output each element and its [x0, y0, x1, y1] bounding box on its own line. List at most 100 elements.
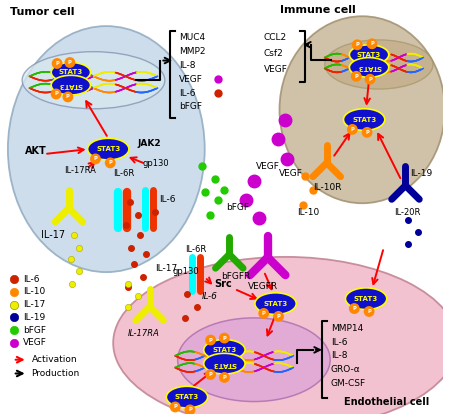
Ellipse shape [255, 293, 296, 314]
Text: IL-17: IL-17 [22, 300, 45, 309]
Text: Immune cell: Immune cell [280, 5, 356, 15]
Circle shape [105, 158, 116, 168]
Text: IL-6: IL-6 [331, 337, 347, 347]
Text: P: P [68, 60, 72, 65]
Text: P: P [354, 74, 358, 79]
Text: STAT3: STAT3 [352, 117, 376, 123]
Text: bFGFR: bFGFR [221, 272, 251, 281]
Circle shape [352, 39, 363, 50]
Text: IL-17: IL-17 [156, 264, 178, 273]
Text: P: P [370, 41, 374, 46]
Ellipse shape [204, 339, 245, 360]
Text: IL-6R: IL-6R [113, 169, 135, 178]
Circle shape [184, 404, 195, 415]
Text: STAT3: STAT3 [59, 69, 83, 75]
Text: Csf2: Csf2 [264, 49, 284, 58]
Text: IL-6: IL-6 [22, 274, 39, 284]
Circle shape [367, 38, 378, 49]
Text: JAK2: JAK2 [138, 139, 162, 148]
Text: VEGF: VEGF [264, 65, 288, 74]
Text: P: P [356, 42, 359, 47]
Text: STAT3: STAT3 [354, 296, 378, 302]
Text: gp130: gp130 [172, 267, 199, 276]
Text: P: P [222, 375, 226, 380]
Ellipse shape [325, 40, 433, 89]
Text: Src: Src [215, 279, 232, 289]
Circle shape [205, 334, 216, 345]
Text: STAT3: STAT3 [263, 301, 288, 306]
Circle shape [273, 311, 284, 322]
Text: MUC4: MUC4 [179, 33, 205, 43]
Text: P: P [368, 77, 372, 82]
Text: Activation: Activation [32, 355, 77, 364]
Text: P: P [54, 91, 58, 96]
Text: P: P [66, 94, 70, 99]
Ellipse shape [343, 109, 385, 131]
Text: IL-6: IL-6 [159, 195, 176, 204]
Circle shape [90, 153, 101, 164]
Circle shape [364, 74, 375, 85]
Circle shape [362, 127, 373, 138]
Text: IL-10: IL-10 [297, 208, 320, 217]
Ellipse shape [51, 75, 90, 95]
Text: STAT3: STAT3 [357, 52, 381, 58]
Circle shape [205, 369, 216, 380]
Text: VEGF: VEGF [22, 339, 46, 347]
Circle shape [349, 303, 360, 314]
Text: STAT3: STAT3 [357, 64, 381, 70]
Text: IL-19: IL-19 [410, 169, 432, 178]
Text: IL-17RA: IL-17RA [128, 329, 160, 338]
Ellipse shape [349, 45, 389, 65]
Circle shape [63, 92, 73, 102]
Circle shape [219, 372, 230, 383]
Text: IL-10: IL-10 [22, 287, 45, 296]
Text: P: P [209, 337, 212, 342]
Circle shape [347, 124, 358, 135]
Text: STAT3: STAT3 [212, 347, 237, 353]
Text: P: P [277, 314, 280, 319]
Text: IL-8: IL-8 [331, 351, 347, 360]
Text: VEGF: VEGF [279, 169, 302, 178]
Ellipse shape [51, 63, 90, 82]
Text: IL-10R: IL-10R [313, 183, 342, 192]
Text: P: P [365, 130, 369, 135]
Text: MMP2: MMP2 [179, 47, 206, 56]
Text: Production: Production [32, 369, 80, 378]
Ellipse shape [349, 58, 389, 77]
Circle shape [51, 88, 62, 99]
Ellipse shape [346, 288, 387, 309]
Text: VEGFR: VEGFR [248, 282, 278, 291]
Text: P: P [352, 306, 356, 311]
Text: IL-6R: IL-6R [185, 246, 206, 254]
Text: bFGF: bFGF [179, 102, 202, 111]
Circle shape [64, 57, 75, 68]
Circle shape [351, 71, 362, 82]
Ellipse shape [279, 16, 445, 203]
Text: P: P [222, 336, 226, 341]
Text: VEGF: VEGF [179, 75, 203, 84]
Text: STAT3: STAT3 [212, 361, 237, 367]
Text: GM-CSF: GM-CSF [331, 379, 366, 388]
Text: P: P [173, 404, 177, 409]
Text: Endothelial cell: Endothelial cell [344, 397, 430, 407]
Text: IL-19: IL-19 [22, 313, 45, 322]
Text: VEGF: VEGF [256, 162, 280, 171]
Ellipse shape [113, 257, 450, 417]
Ellipse shape [204, 353, 245, 374]
Text: P: P [55, 61, 59, 66]
Ellipse shape [178, 318, 330, 402]
Text: P: P [262, 311, 266, 316]
Text: IL-6: IL-6 [202, 292, 218, 301]
Text: P: P [188, 407, 192, 412]
Text: IL-20R: IL-20R [394, 208, 420, 217]
Ellipse shape [166, 386, 207, 408]
Text: IL-6: IL-6 [179, 88, 196, 98]
Text: bFGF: bFGF [226, 203, 249, 212]
Ellipse shape [88, 138, 129, 160]
Circle shape [219, 333, 230, 344]
Text: P: P [108, 161, 112, 166]
Text: GRO-α: GRO-α [331, 365, 360, 374]
Text: MMP14: MMP14 [331, 324, 363, 333]
Text: IL-17: IL-17 [41, 230, 65, 240]
Text: STAT3: STAT3 [59, 82, 83, 88]
